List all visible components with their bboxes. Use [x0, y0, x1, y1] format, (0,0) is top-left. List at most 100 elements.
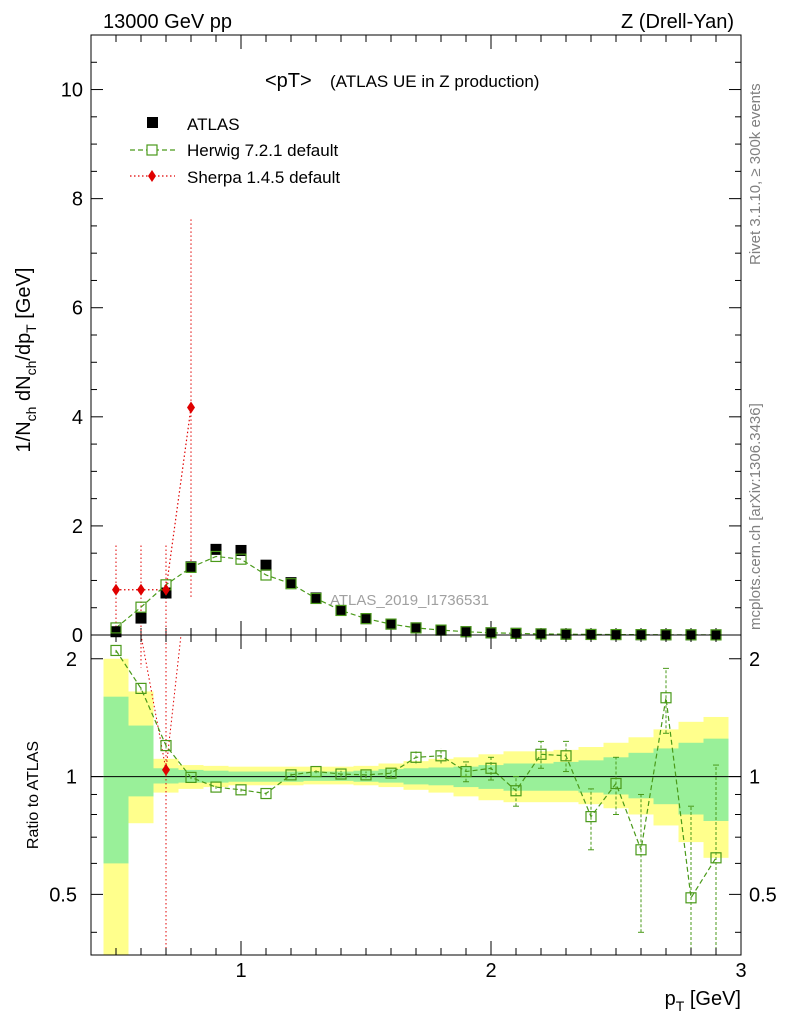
main-y-axis-label: 1/Nch dNch/dpT [GeV]: [13, 268, 39, 453]
legend-sherpa-label: Sherpa 1.4.5 default: [187, 168, 340, 187]
herwig-ratio-point: [585, 811, 597, 823]
herwig-ratio-point: [435, 750, 447, 762]
herwig-ratio-point: [535, 748, 547, 760]
ratio-y-ticks: 0.5 0.5 1 1 2 2: [49, 649, 777, 933]
herwig-ratio-point: [110, 644, 122, 657]
ratio-x-ticks: 1 2 3: [90, 635, 747, 982]
herwig-point: [310, 592, 322, 605]
sherpa-line: [116, 407, 192, 591]
herwig-point: [185, 561, 197, 573]
x-tick-label: 3: [735, 960, 746, 982]
atlas-point: [135, 612, 147, 624]
legend-atlas-label: ATLAS: [187, 115, 240, 134]
sherpa-ratio-point: [162, 763, 170, 776]
ratio-y-tick-label-right: 0.5: [749, 884, 777, 906]
herwig-ratio-point: [185, 771, 197, 784]
header-right: Z (Drell-Yan): [621, 11, 734, 33]
herwig-ratio-point: [310, 765, 322, 778]
ratio-inner-band: [628, 752, 654, 799]
mcplots-label: mcplots.cern.ch [arXiv:1306.3436]: [747, 403, 764, 630]
atlas-point: [510, 627, 522, 639]
ratio-panel: 0.5 0.5 1 1 2 2 1 2 3 Ratio to ATLAS pT [GeV]: [25, 634, 777, 1014]
herwig-ratio-point: [160, 739, 172, 752]
atlas-point: [385, 618, 397, 630]
ratio-inner-band: [128, 725, 154, 797]
main-y-tick-label: 10: [61, 80, 83, 102]
herwig-ratio-point: [335, 768, 347, 780]
sherpa-ratio-line: [165, 634, 182, 770]
atlas-point: [285, 577, 297, 589]
x-tick-label: 2: [485, 960, 496, 982]
atlas-point: [585, 628, 597, 640]
plot-title-sub: (ATLAS UE in Z production): [330, 72, 539, 91]
herwig-ratio-point: [510, 785, 522, 797]
herwig-point: [335, 604, 347, 617]
main-y-tick-label: 6: [72, 298, 83, 320]
legend-sherpa-marker: [148, 170, 156, 182]
atlas-point: [535, 628, 547, 640]
sherpa-point: [112, 583, 120, 596]
herwig-ratio-point: [485, 762, 497, 774]
x-axis-label: pT [GeV]: [665, 988, 741, 1014]
ratio-uncertainty-bands: [103, 658, 729, 955]
sherpa-point: [187, 401, 195, 414]
atlas-point: [310, 592, 322, 604]
herwig-ratio-point: [135, 682, 147, 694]
main-y-ticks: 0 2 4 6 8 10: [61, 34, 741, 647]
ratio-inner-band: [678, 742, 704, 815]
atlas-point: [435, 624, 447, 636]
ratio-y-tick-label-left: 0.5: [49, 884, 77, 906]
herwig-point: [435, 624, 447, 636]
herwig-ratio-point: [660, 692, 672, 704]
atlas-point: [210, 543, 222, 555]
sherpa-point: [162, 583, 170, 596]
herwig-ratio-point: [635, 844, 647, 856]
herwig-ratio-point: [235, 784, 247, 796]
plot-title-main: <pT>: [265, 70, 312, 92]
herwig-point: [360, 613, 372, 625]
atlas-point: [335, 604, 347, 616]
herwig-point: [135, 601, 147, 613]
ratio-y-axis-label: Ratio to ATLAS: [25, 741, 42, 849]
main-y-tick-label: 4: [72, 407, 83, 429]
legend: ATLAS Herwig 7.2.1 default Sherpa 1.4.5 …: [130, 115, 340, 187]
herwig-point: [385, 618, 397, 630]
atlas-point: [185, 561, 197, 573]
herwig-point: [235, 553, 247, 565]
herwig-point: [110, 622, 122, 634]
herwig-ratio-point: [360, 769, 372, 781]
legend-herwig-marker: [146, 144, 158, 156]
herwig-point: [410, 622, 422, 634]
ratio-y-tick-label-left: 1: [66, 767, 77, 789]
herwig-point: [285, 578, 297, 590]
herwig-point: [210, 550, 222, 563]
atlas-point: [360, 613, 372, 625]
atlas-point: [485, 627, 497, 639]
herwig-ratio-point: [560, 750, 572, 762]
atlas-point: [235, 544, 247, 556]
atlas-point: [410, 622, 422, 634]
herwig-ratio-point: [710, 852, 722, 864]
herwig-ratio-point: [610, 777, 622, 790]
ratio-y-tick-label-right: 2: [749, 649, 760, 671]
herwig-ratio-point: [460, 765, 472, 778]
legend-atlas-marker: [147, 117, 158, 128]
sherpa-point: [137, 583, 145, 596]
main-y-tick-label: 0: [72, 625, 83, 647]
watermark: ATLAS_2019_I1736531: [330, 592, 489, 609]
ratio-series: [110, 634, 722, 956]
sherpa-ratio-line: [140, 634, 167, 770]
herwig-ratio-point: [285, 769, 297, 781]
herwig-ratio-point: [685, 892, 697, 904]
legend-herwig-label: Herwig 7.2.1 default: [187, 141, 338, 160]
rivet-label: Rivet 3.1.10, ≥ 300k events: [747, 83, 764, 265]
atlas-point: [260, 559, 272, 571]
header-left: 13000 GeV pp: [103, 11, 232, 33]
main-y-tick-label: 8: [72, 189, 83, 211]
ratio-y-tick-label-right: 1: [749, 767, 760, 789]
atlas-point: [460, 626, 472, 638]
main-panel: 0 2 4 6 8 10 1/Nch dNch/dpT [GeV] <pT> (ATLAS…: [13, 34, 742, 647]
atlas-point: [110, 626, 122, 638]
ratio-y-tick-label-left: 2: [66, 649, 77, 671]
